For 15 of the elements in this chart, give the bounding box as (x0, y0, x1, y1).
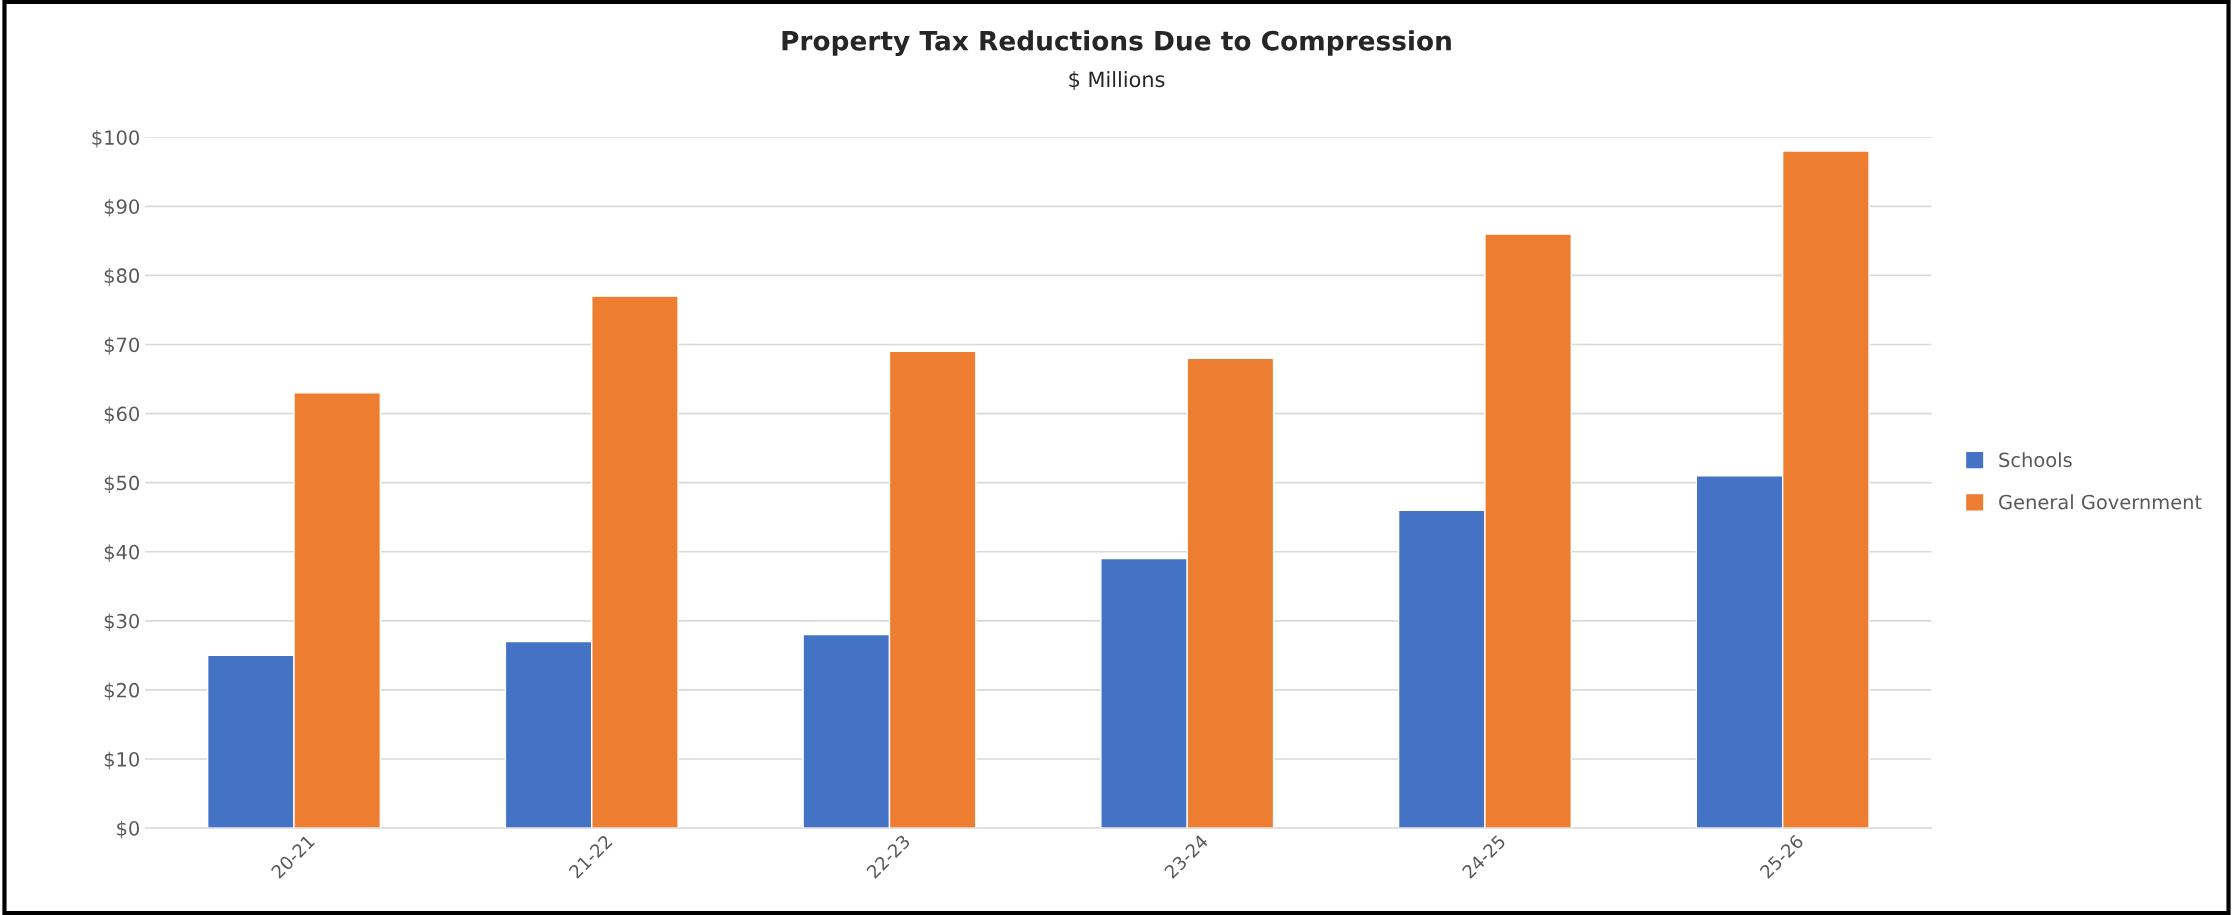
y-tick-label: $70 (104, 337, 139, 355)
y-tick-label: $40 (104, 544, 139, 562)
y-tick-label: $100 (92, 129, 139, 148)
legend-label: General Government (1999, 494, 2202, 510)
y-tick-label: $50 (104, 475, 139, 493)
y-tick-label: $90 (104, 198, 139, 217)
y-tick-label: $80 (104, 268, 139, 286)
y-tick-label: $60 (104, 406, 139, 424)
chart-title: Property Tax Reductions Due to Compression (782, 30, 1451, 57)
y-tick-label: $20 (104, 682, 139, 701)
chart-subtitle: $ Millions (1069, 71, 1165, 90)
legend-label: Schools (1999, 452, 2072, 468)
y-tick-label: $30 (104, 613, 139, 632)
y-tick-label: $10 (104, 751, 139, 770)
y-tick-label: $0 (117, 820, 139, 839)
